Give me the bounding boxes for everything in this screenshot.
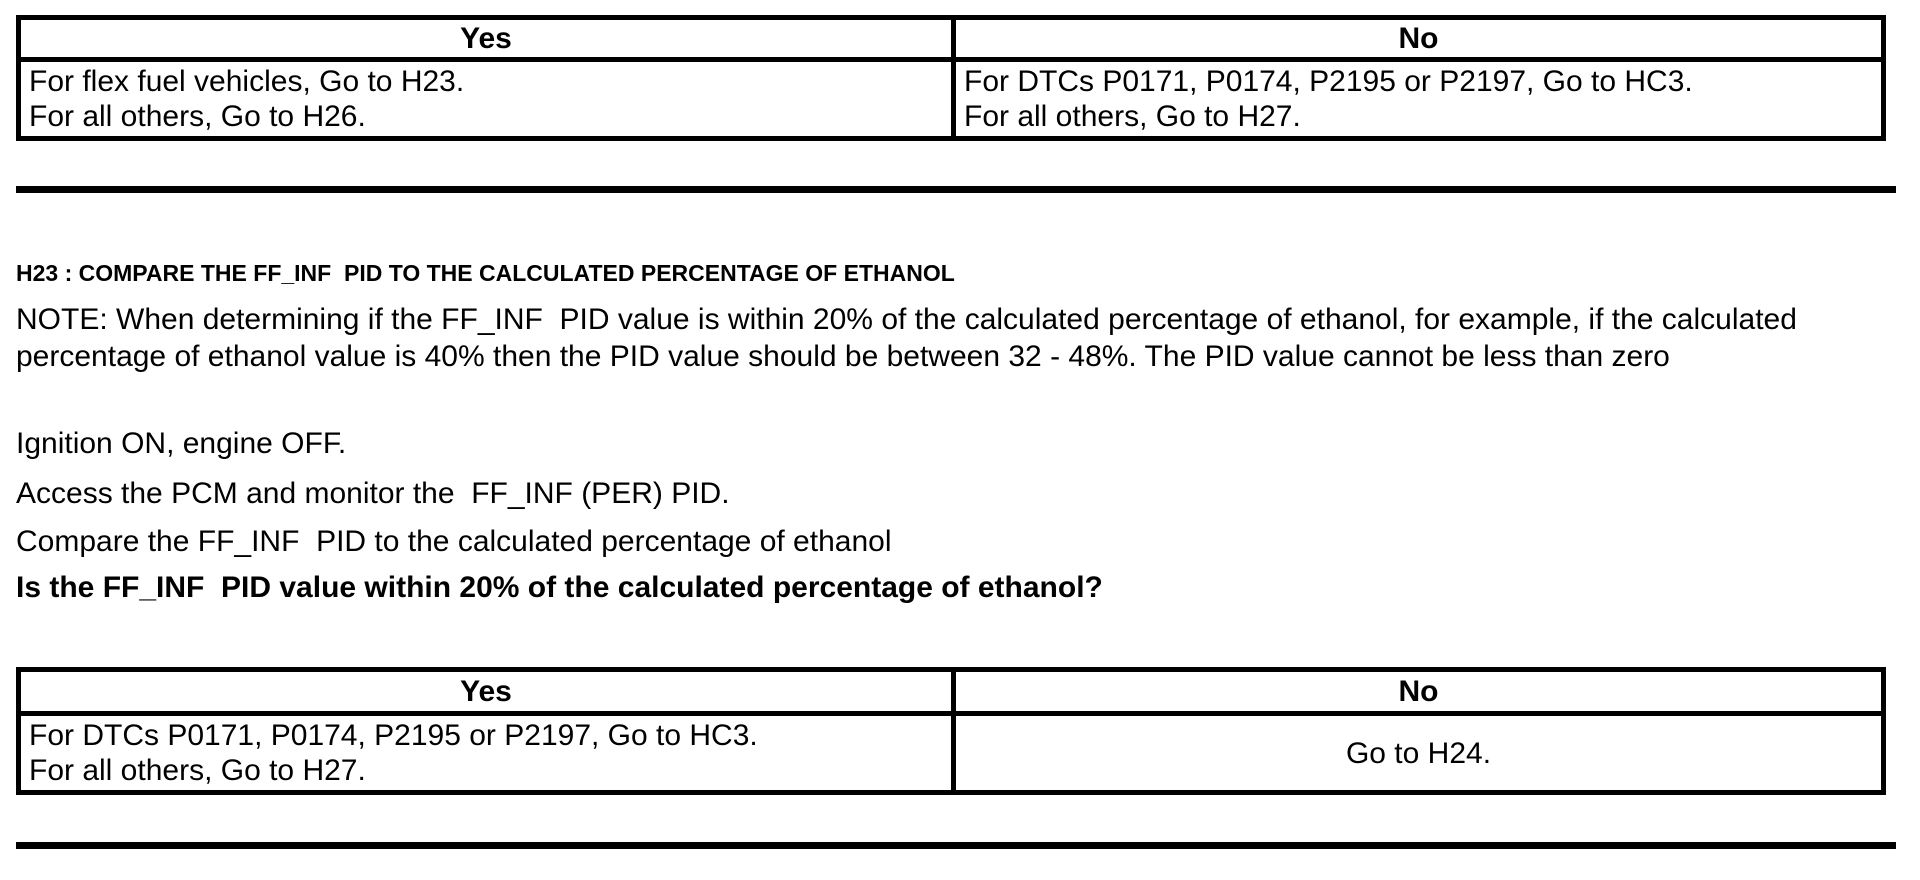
decision-table-bottom-header-row: Yes No (21, 672, 1881, 716)
header-yes-label: Yes (460, 21, 512, 55)
section-divider-rule-top (16, 186, 1896, 193)
no-cell-line: Go to H24. (1345, 736, 1492, 770)
decision-table-top-header-yes: Yes (21, 20, 951, 57)
decision-table-top-header-row: Yes No (21, 20, 1881, 62)
section-divider-rule-bottom (16, 842, 1896, 849)
step-question: Is the FF_INF PID value within 20% of th… (16, 571, 1103, 604)
decision-table-top-body-row: For flex fuel vehicles, Go to H23. For a… (21, 62, 1881, 136)
decision-table-bottom-header-no: No (951, 672, 1881, 711)
yes-cell-line: For DTCs P0171, P0174, P2195 or P2197, G… (29, 719, 758, 752)
instruction-line: Compare the FF_INF PID to the calculated… (16, 525, 892, 558)
decision-table-top-header-no: No (951, 20, 1881, 57)
decision-table-bottom-body-row: For DTCs P0171, P0174, P2195 or P2197, G… (21, 716, 1881, 790)
note-paragraph: NOTE: When determining if the FF_INF PID… (16, 303, 1806, 373)
header-yes-label: Yes (460, 674, 512, 708)
instruction-line: Access the PCM and monitor the FF_INF (P… (16, 477, 730, 510)
instruction-line: Ignition ON, engine OFF. (16, 427, 347, 460)
decision-table-top: Yes No For flex fuel vehicles, Go to H23… (16, 15, 1886, 141)
decision-table-top-yes-cell: For flex fuel vehicles, Go to H23. For a… (21, 62, 951, 136)
yes-cell-line: For all others, Go to H27. (29, 754, 366, 787)
yes-cell-line: For flex fuel vehicles, Go to H23. (29, 65, 465, 98)
decision-table-bottom-no-cell: Go to H24. (951, 716, 1881, 790)
no-cell-line: For all others, Go to H27. (964, 100, 1301, 133)
yes-cell-line: For all others, Go to H26. (29, 100, 366, 133)
no-cell-line: For DTCs P0171, P0174, P2195 or P2197, G… (964, 65, 1693, 98)
decision-table-bottom: Yes No For DTCs P0171, P0174, P2195 or P… (16, 667, 1886, 795)
decision-table-bottom-header-yes: Yes (21, 672, 951, 711)
header-no-label: No (1398, 674, 1439, 708)
step-heading: H23 : COMPARE THE FF_INF PID TO THE CALC… (16, 260, 955, 286)
decision-table-top-no-cell: For DTCs P0171, P0174, P2195 or P2197, G… (951, 62, 1881, 136)
decision-table-bottom-yes-cell: For DTCs P0171, P0174, P2195 or P2197, G… (21, 716, 951, 790)
header-no-label: No (1398, 21, 1439, 55)
